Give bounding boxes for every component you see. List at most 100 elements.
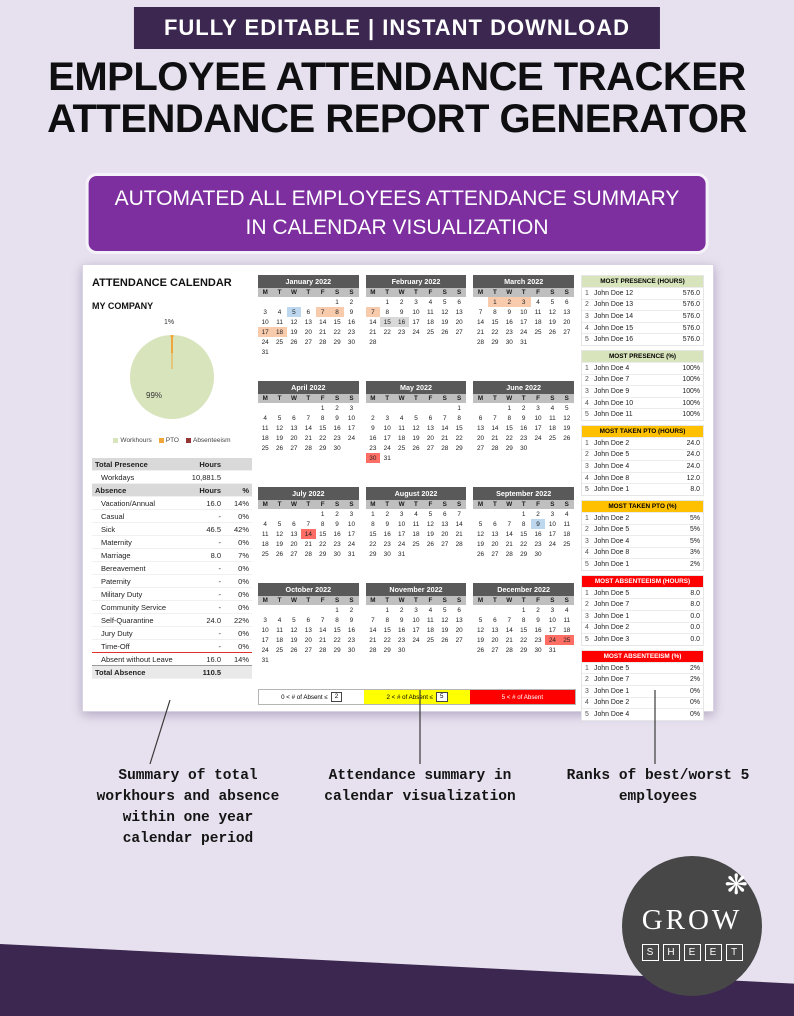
month-calendar: September 2022 M T W T F S S 1 2 3 4 5 6 7 8 9 10 11 12 13 14…: [473, 487, 574, 559]
weekday-label: W: [286, 596, 302, 605]
day-cell: 1: [320, 510, 325, 518]
day-cell: 1: [335, 298, 339, 306]
day-cell: 17: [258, 327, 273, 337]
day-cell: 4: [565, 606, 569, 614]
day-cell: 29: [505, 444, 513, 452]
absence-legend-text: 5 < # of Absent: [501, 693, 544, 701]
day-cell: 18: [398, 434, 406, 442]
day-cell: 28: [476, 338, 485, 346]
day-cell: 18: [426, 318, 434, 326]
month-day-grid: M T W T F S S 1 2 3 4 5 6 7 8 9 10 11 12 13 14 15 16 17 18 19 20 21…: [473, 394, 574, 453]
day-cell: 4: [550, 404, 555, 412]
day-cell: 12: [548, 308, 556, 316]
empty-day-cell: [502, 605, 516, 615]
rank-number: 3: [585, 537, 589, 545]
day-cell: 23: [398, 328, 406, 336]
day-cell: 30: [347, 646, 355, 654]
day-cell: 3: [385, 414, 389, 422]
day-cell: 2: [502, 297, 517, 307]
day-cell: 9: [335, 414, 339, 422]
day-cell: 27: [426, 444, 434, 452]
weekday-label: W: [502, 596, 517, 605]
day-cell: 5: [292, 616, 296, 624]
day-cell: 9: [335, 520, 339, 528]
day-cell: 3: [414, 606, 418, 614]
day-cell: 14: [476, 318, 485, 326]
rank-value: 12.0: [686, 474, 700, 482]
weekday-label: F: [423, 288, 438, 297]
day-cell: 12: [276, 424, 284, 432]
day-cell: 26: [476, 550, 485, 558]
day-cell: 16: [333, 424, 341, 432]
presence-hours: -: [218, 602, 222, 612]
weekday-label: S: [344, 596, 359, 605]
weekday-label: M: [473, 596, 488, 605]
presence-pct: 0%: [238, 563, 249, 573]
rank-value: 24.0: [686, 462, 700, 470]
ranking-row: 4 John Doe 8 12.0: [582, 471, 703, 484]
rank-value: 0%: [690, 687, 700, 695]
presence-row: Casual - 0%: [92, 510, 252, 523]
day-cell: 11: [534, 308, 542, 316]
day-cell: 3: [550, 606, 555, 614]
day-cell: 30: [534, 646, 542, 654]
day-cell: 24: [347, 434, 355, 442]
day-cell: 13: [491, 626, 499, 634]
day-cell: 21: [441, 434, 449, 442]
empty-day-cell: [473, 605, 487, 615]
logo-letter: S: [641, 944, 659, 961]
day-cell: 25: [534, 328, 542, 336]
presence-hours: 10,881.5: [191, 472, 221, 482]
day-cell: 2: [349, 606, 354, 614]
rank-number: 3: [585, 462, 589, 470]
day-cell: 12: [563, 414, 571, 422]
weekday-label: S: [344, 394, 359, 403]
day-cell: 19: [276, 434, 284, 442]
rank-number: 2: [585, 301, 589, 309]
empty-day-cell: [394, 403, 408, 413]
day-cell: 29: [319, 550, 327, 558]
day-cell: 22: [505, 434, 513, 442]
absence-legend-threshold: 2: [330, 692, 343, 702]
day-cell: 4: [263, 520, 267, 528]
day-cell: 19: [412, 434, 420, 442]
day-cell: 22: [319, 434, 327, 442]
day-cell: 28: [441, 444, 449, 452]
presence-row: Absent without Leave 16.0 14%: [92, 653, 252, 666]
summary-panel: ATTENDANCE CALENDAR MY COMPANY 1% 99% Wo…: [92, 277, 252, 679]
weekday-label: M: [258, 500, 273, 509]
weekday-label: T: [408, 500, 424, 509]
day-cell: 30: [534, 550, 542, 558]
pie-label-workhours: 99%: [146, 391, 163, 400]
ranking-header: MOST TAKEN PTO (HOURS): [582, 425, 703, 437]
day-cell: 24: [261, 338, 269, 346]
day-cell: 19: [290, 636, 298, 644]
day-cell: 17: [347, 530, 355, 538]
ranking-header: MOST PRESENCE (HOURS): [582, 276, 703, 287]
day-cell: 22: [520, 540, 528, 548]
rank-value: 0.0: [690, 636, 700, 644]
ranking-row: 4 John Doe 10 100%: [582, 396, 703, 409]
ranking-row: 2 John Doe 13 576.0: [582, 298, 703, 311]
rank-value: 5%: [690, 537, 700, 545]
day-cell: 18: [548, 424, 556, 432]
day-cell: 15: [383, 626, 391, 634]
day-cell: 5: [442, 606, 447, 614]
day-cell: 26: [476, 646, 485, 654]
day-cell: 20: [491, 540, 499, 548]
absence-legend-segment: 5 < # of Absent: [469, 690, 575, 704]
weekday-label: M: [365, 288, 381, 297]
day-cell: 26: [441, 328, 449, 336]
annotation-ranks: Ranks of best/worst 5 employees: [566, 768, 750, 806]
top-banner: FULLY EDITABLE | INSTANT DOWNLOAD: [133, 7, 661, 49]
annotation-summary: Summary of total workhours and absence w…: [96, 768, 280, 848]
day-cell: 20: [563, 318, 571, 326]
day-cell: 16: [369, 434, 377, 442]
weekday-label: W: [394, 394, 409, 403]
logo-letter: E: [704, 944, 722, 961]
employee-name: John Doe 8: [594, 549, 630, 557]
day-cell: 13: [476, 424, 485, 432]
day-cell: 7: [371, 616, 375, 624]
day-cell: 18: [276, 636, 284, 644]
day-cell: 8: [320, 414, 325, 422]
